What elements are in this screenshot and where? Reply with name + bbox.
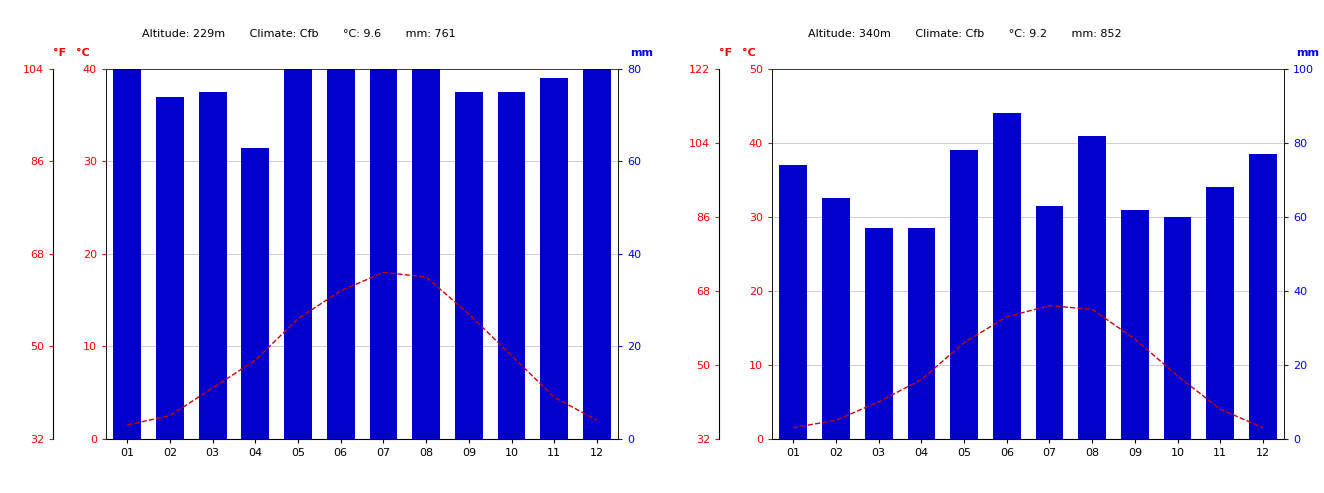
Bar	[1121, 210, 1149, 439]
Bar	[156, 97, 184, 439]
Bar	[1206, 187, 1234, 439]
Bar	[907, 228, 935, 439]
Bar	[780, 165, 808, 439]
Bar	[327, 13, 355, 439]
Bar	[1164, 217, 1192, 439]
Bar	[865, 228, 892, 439]
Bar	[241, 147, 269, 439]
Bar	[583, 13, 610, 439]
Bar	[1249, 154, 1276, 439]
Bar	[540, 78, 568, 439]
Bar	[369, 60, 397, 439]
Text: mm: mm	[630, 48, 653, 58]
Bar	[114, 60, 142, 439]
Bar	[455, 92, 483, 439]
Text: °C: °C	[741, 48, 756, 58]
Bar	[412, 13, 440, 439]
Bar	[199, 92, 226, 439]
Text: °F: °F	[53, 48, 66, 58]
Text: mm: mm	[1296, 48, 1319, 58]
Bar	[822, 198, 850, 439]
Bar	[1035, 206, 1063, 439]
Bar	[285, 23, 312, 439]
Text: °C: °C	[75, 48, 90, 58]
Text: °F: °F	[719, 48, 732, 58]
Text: Altitude: 229m       Climate: Cfb       °C: 9.6       mm: 761: Altitude: 229m Climate: Cfb °C: 9.6 mm: …	[142, 30, 455, 39]
Text: Altitude: 340m       Climate: Cfb       °C: 9.2       mm: 852: Altitude: 340m Climate: Cfb °C: 9.2 mm: …	[808, 30, 1121, 39]
Bar	[993, 113, 1021, 439]
Bar	[951, 150, 978, 439]
Bar	[498, 92, 526, 439]
Bar	[1078, 136, 1106, 439]
